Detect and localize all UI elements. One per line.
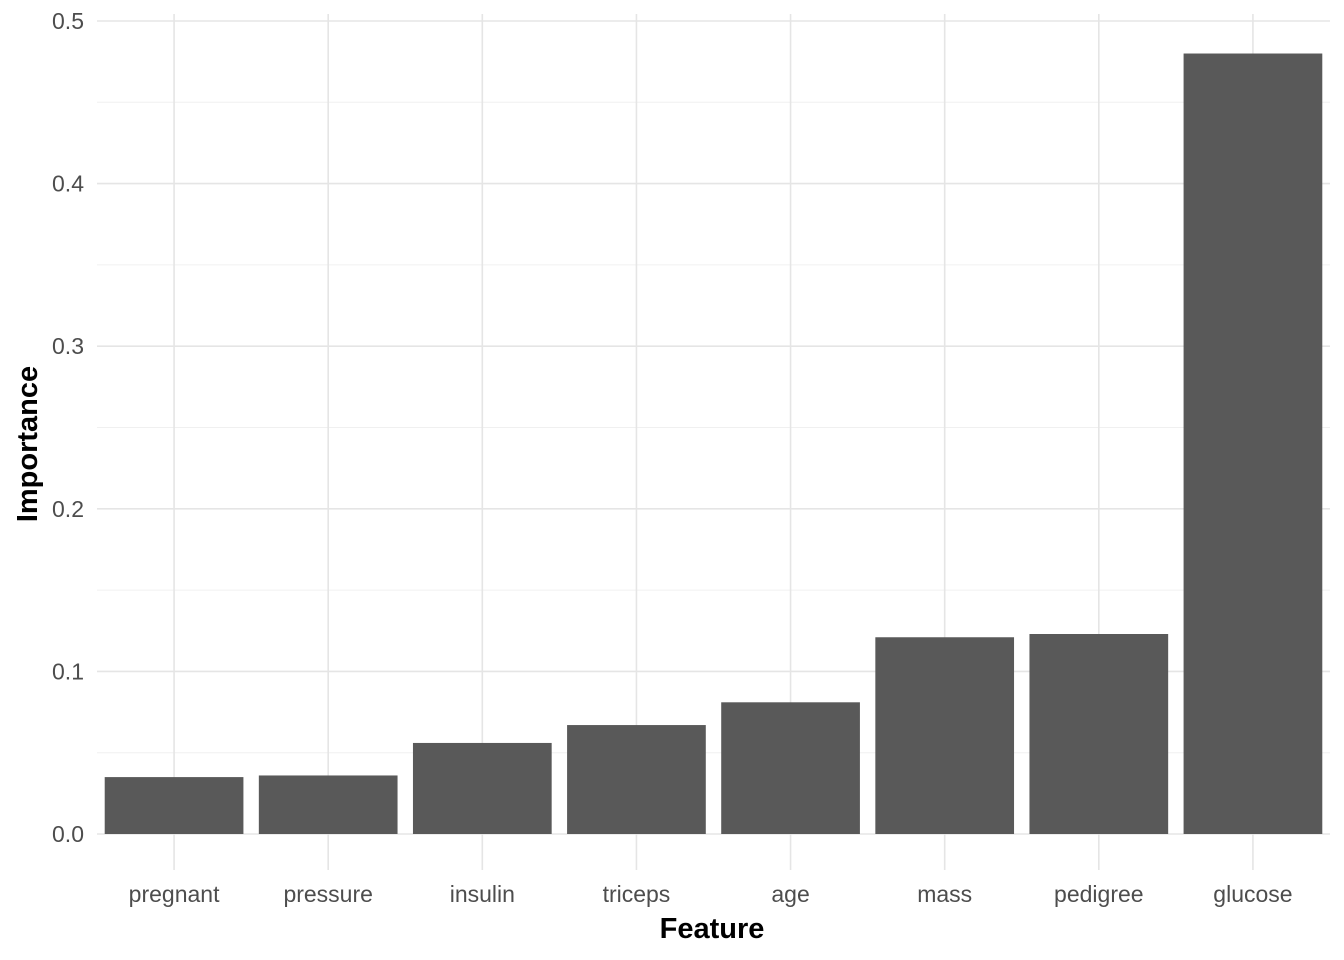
bar-insulin [412,742,552,834]
x-tick-label-pedigree: pedigree [1054,881,1144,907]
x-axis-title: Feature [660,913,765,945]
y-tick-label: 0.4 [52,171,84,197]
x-tick-label-glucose: glucose [1213,881,1292,907]
bar-age [721,702,860,834]
y-tick-label: 0.3 [52,333,84,359]
x-tick-label-pregnant: pregnant [129,881,220,907]
x-tick-label-mass: mass [917,881,972,907]
bars [104,53,1323,834]
y-tick-label: 0.2 [52,496,84,522]
x-axis-ticks: pregnant pressure insulin triceps age mass ped… [129,881,1293,907]
y-axis-title: Importance [12,366,44,522]
y-axis-ticks: 0.0 0.1 0.2 0.3 0.4 0.5 [52,8,84,847]
x-tick-label-insulin: insulin [450,881,515,907]
bar-glucose [1183,53,1323,834]
x-tick-label-age: age [771,881,809,907]
bar-pressure [258,775,398,834]
bar-pedigree [1029,634,1169,834]
bar-mass [875,637,1015,834]
bar-pregnant [104,777,244,834]
bar-triceps [567,725,706,834]
x-tick-label-triceps: triceps [603,881,671,907]
y-tick-label: 0.5 [52,8,84,34]
y-tick-label: 0.1 [52,658,84,684]
y-tick-label: 0.0 [52,821,84,847]
x-tick-label-pressure: pressure [283,881,372,907]
